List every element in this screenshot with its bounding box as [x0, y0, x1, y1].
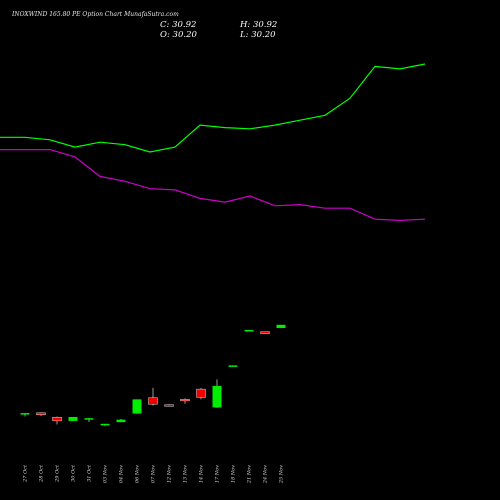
candle [164, 404, 174, 407]
candle-body-up [276, 324, 286, 328]
x-axis-ticks: 27 Oct 28 Oct 29 Oct 30 Oct 31 Oct 03 Nov 04 N… [23, 464, 285, 484]
ohlc-left-readout: C: 30.92 O: 30.20 [160, 20, 197, 40]
candles [20, 324, 286, 427]
band-lines [0, 63, 426, 222]
candle [228, 365, 238, 367]
x-tick-label: 06 Nov [135, 465, 141, 483]
candle [180, 398, 190, 404]
high-label: H: [240, 20, 251, 30]
candle-body-down [148, 397, 158, 405]
x-tick-label: 25 Nov [279, 465, 285, 484]
upper-band-line [0, 63, 426, 153]
x-tick-label: 24 Nov [263, 465, 269, 484]
x-tick-label: 31 Oct [87, 464, 93, 482]
x-tick-label: 04 Nov [119, 465, 125, 483]
x-tick-label: 17 Nov [215, 465, 221, 483]
candle [116, 418, 126, 423]
open-label: O: [160, 30, 170, 40]
close-value: 30.92 [172, 20, 197, 30]
candle-body-down [52, 417, 62, 422]
chart-title: INOXWIND 165.80 PE Option Chart MunafaSu… [12, 11, 179, 18]
candle-body-up [84, 418, 94, 420]
x-tick-label: 28 Oct [39, 464, 45, 483]
ohlc-right-readout: H: 30.92 L: 30.20 [240, 20, 277, 40]
candle-body-up [116, 419, 126, 423]
low-value: 30.20 [251, 30, 276, 40]
candle-body-up [244, 329, 254, 332]
candle [84, 417, 94, 423]
high-value: 30.92 [252, 20, 278, 30]
candle-body-up [132, 399, 142, 414]
candle [196, 387, 206, 400]
candle-body-up [20, 413, 30, 415]
candle [20, 413, 30, 417]
candle-body-down [164, 404, 174, 407]
open-readout: O: 30.20 [160, 30, 197, 40]
x-tick-label: 03 Nov [103, 465, 109, 483]
candle [52, 416, 62, 425]
candle-body-down [36, 412, 46, 415]
candle [36, 412, 46, 416]
candle [212, 379, 222, 408]
candle [260, 331, 270, 334]
x-tick-label: 21 Nov [247, 465, 253, 484]
candle-body-up [100, 423, 110, 426]
candle [244, 329, 254, 332]
x-tick-label: 27 Oct [23, 464, 29, 483]
close-label: C: [160, 20, 170, 30]
candle-body-up [68, 416, 78, 421]
x-tick-label: 14 Nov [199, 465, 205, 483]
low-readout: L: 30.20 [240, 30, 277, 40]
candle-body-down [196, 388, 206, 398]
candle [100, 423, 110, 427]
x-tick-label: 30 Oct [71, 464, 77, 482]
low-label: L: [240, 30, 249, 40]
candle [276, 324, 286, 328]
candle [132, 399, 142, 414]
x-tick-label: 13 Nov [183, 465, 189, 483]
candle [148, 387, 158, 406]
x-tick-label: 18 Nov [231, 465, 237, 483]
candle-body-down [260, 331, 270, 334]
lower-band-line [0, 149, 426, 222]
open-value: 30.20 [172, 30, 197, 40]
candle [68, 416, 78, 422]
close-readout: C: 30.92 [160, 20, 197, 30]
candle-body-down [180, 399, 190, 402]
x-tick-label: 29 Oct [55, 464, 61, 483]
x-tick-label: 12 Nov [167, 465, 173, 483]
x-tick-label: 07 Nov [151, 465, 157, 483]
candle-body-up [212, 385, 222, 408]
candle-body-up [228, 365, 238, 367]
high-readout: H: 30.92 [240, 20, 277, 30]
